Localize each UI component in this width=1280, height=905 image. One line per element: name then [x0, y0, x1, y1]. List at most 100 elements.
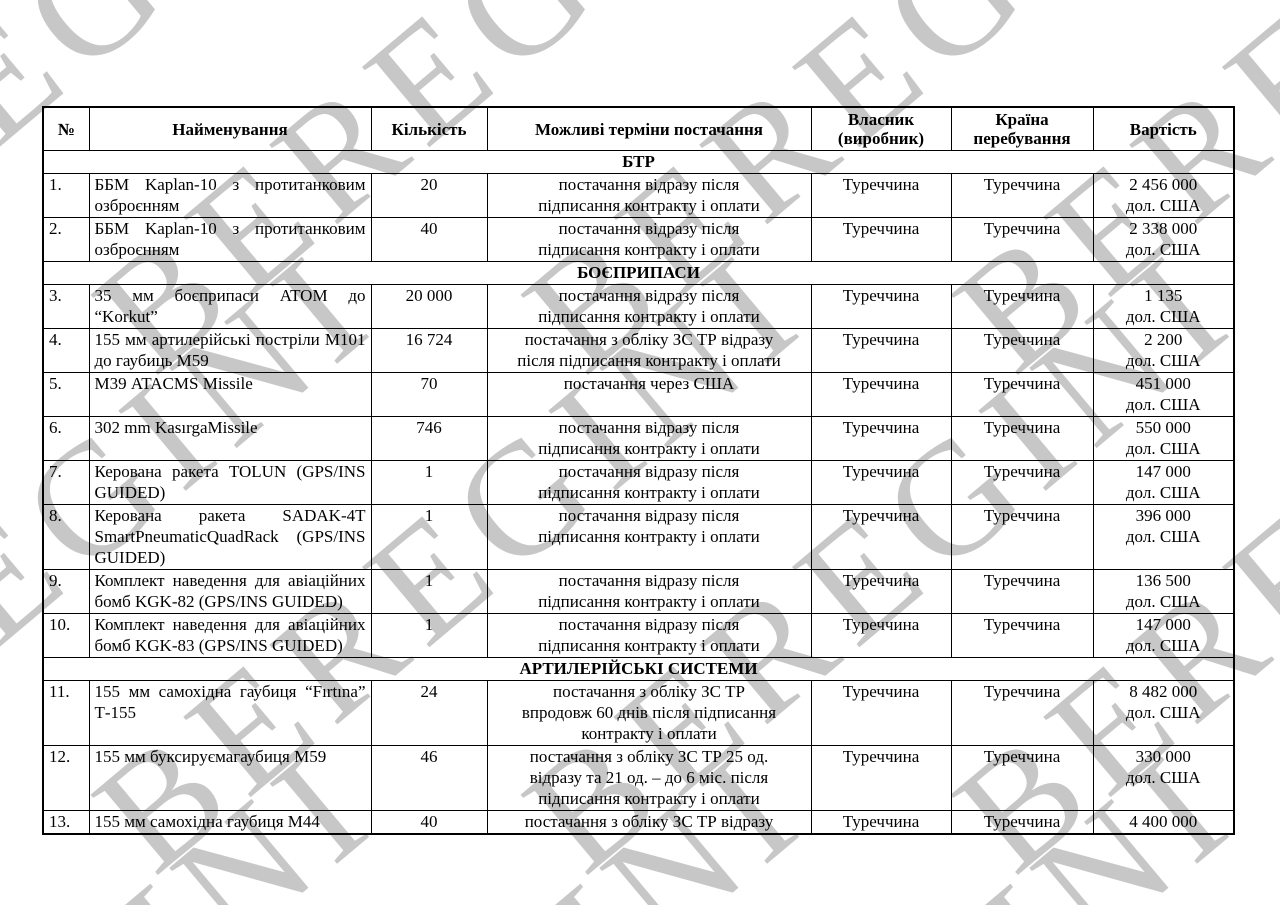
- cell-quantity: 20 000: [370, 284, 488, 329]
- cell-terms: постачання відразу після підписання конт…: [486, 504, 812, 570]
- section-title: БОЄПРИПАСИ: [42, 261, 1235, 285]
- cell-owner: Туреччина: [810, 569, 952, 614]
- cell-number: 7.: [42, 460, 90, 505]
- cell-number: 10.: [42, 613, 90, 658]
- cell-terms: постачання відразу після підписання конт…: [486, 460, 812, 505]
- cell-owner: Туреччина: [810, 504, 952, 570]
- cell-quantity: 746: [370, 416, 488, 461]
- cell-name: М39 ATACMS Missile: [88, 372, 372, 417]
- cell-cost: 136 500 дол. США: [1092, 569, 1235, 614]
- section-title: АРТИЛЕРІЙСЬКІ СИСТЕМИ: [42, 657, 1235, 681]
- cell-terms: постачання відразу після підписання конт…: [486, 569, 812, 614]
- table-row: 11. 155 мм самохідна гаубиця “Fırtına” Т…: [42, 680, 1235, 746]
- cell-owner: Туреччина: [810, 328, 952, 373]
- cell-terms: постачання відразу після підписання конт…: [486, 217, 812, 262]
- cell-country: Туреччина: [950, 217, 1094, 262]
- table-row: 6. 302 mm KasırgaMissile 746 постачання …: [42, 416, 1235, 461]
- cost-amount: 147 000: [1135, 462, 1191, 481]
- table-row: 5. М39 ATACMS Missile 70 постачання чере…: [42, 372, 1235, 417]
- cell-quantity: 20: [370, 173, 488, 218]
- cell-country: Туреччина: [950, 613, 1094, 658]
- cell-quantity: 16 724: [370, 328, 488, 373]
- cell-country: Туреччина: [950, 680, 1094, 746]
- cell-name: Комплект наведення для авіаційних бомб K…: [88, 569, 372, 614]
- cell-owner: Туреччина: [810, 810, 952, 835]
- cost-amount: 451 000: [1135, 374, 1191, 393]
- cell-number: 6.: [42, 416, 90, 461]
- cell-country: Туреччина: [950, 569, 1094, 614]
- cell-terms: постачання з обліку ЗС ТР відразу: [486, 810, 812, 835]
- cell-cost: 330 000 дол. США: [1092, 745, 1235, 811]
- cell-name: 155 мм самохідна гаубиця “Fırtına” Т-155: [88, 680, 372, 746]
- cell-terms: постачання відразу після підписання конт…: [486, 613, 812, 658]
- cost-amount: 550 000: [1135, 418, 1191, 437]
- cell-cost: 147 000 дол. США: [1092, 460, 1235, 505]
- cell-cost: 147 000 дол. США: [1092, 613, 1235, 658]
- cost-currency: дол. США: [1125, 703, 1201, 722]
- cost-amount: 2 456 000: [1129, 175, 1198, 194]
- cell-number: 3.: [42, 284, 90, 329]
- cell-country: Туреччина: [950, 460, 1094, 505]
- table-row: 3. 35 мм боєприпаси ATOM до “Korkut” 20 …: [42, 284, 1235, 329]
- cost-amount: 1 135: [1144, 286, 1183, 305]
- cost-amount: 147 000: [1135, 615, 1191, 634]
- cell-number: 4.: [42, 328, 90, 373]
- cell-owner: Туреччина: [810, 173, 952, 218]
- cell-cost: 8 482 000 дол. США: [1092, 680, 1235, 746]
- cost-currency: дол. США: [1125, 592, 1201, 611]
- cost-currency: дол. США: [1125, 307, 1201, 326]
- cell-name: ББМ Kaplan-10 з протитанковим озброєнням: [88, 173, 372, 218]
- table-header-row: № Найменування Кількість Можливі терміни…: [42, 106, 1235, 151]
- cell-owner: Туреччина: [810, 613, 952, 658]
- cost-currency: дол. США: [1125, 636, 1201, 655]
- cost-amount: 2 338 000: [1129, 219, 1198, 238]
- cost-currency: дол. США: [1125, 240, 1201, 259]
- cell-quantity: 40: [370, 810, 488, 835]
- cell-name: 302 mm KasırgaMissile: [88, 416, 372, 461]
- cost-amount: 330 000: [1135, 747, 1191, 766]
- section-title: БТР: [42, 150, 1235, 174]
- cell-owner: Туреччина: [810, 460, 952, 505]
- cell-quantity: 1: [370, 569, 488, 614]
- cell-quantity: 46: [370, 745, 488, 811]
- col-header-owner: Власник (виробник): [810, 106, 952, 151]
- cost-amount: 8 482 000: [1129, 682, 1198, 701]
- cell-number: 9.: [42, 569, 90, 614]
- table-row: 8. Керована ракета SADAK-4T SmartPneumat…: [42, 504, 1235, 570]
- cell-name: 35 мм боєприпаси ATOM до “Korkut”: [88, 284, 372, 329]
- cell-number: 12.: [42, 745, 90, 811]
- cost-currency: дол. США: [1125, 768, 1201, 787]
- cell-country: Туреччина: [950, 416, 1094, 461]
- cell-name: Комплект наведення для авіаційних бомб K…: [88, 613, 372, 658]
- cell-quantity: 24: [370, 680, 488, 746]
- cell-owner: Туреччина: [810, 416, 952, 461]
- cell-name: ББМ Kaplan-10 з протитанковим озброєнням: [88, 217, 372, 262]
- table-row: 9. Комплект наведення для авіаційних бом…: [42, 569, 1235, 614]
- col-header-country: Країна перебування: [950, 106, 1094, 151]
- section-row: БТР: [42, 150, 1235, 174]
- cost-amount: 396 000: [1135, 506, 1191, 525]
- cell-terms: постачання з обліку ЗС ТР впродовж 60 дн…: [486, 680, 812, 746]
- cell-cost: 2 456 000 дол. США: [1092, 173, 1235, 218]
- col-header-cost: Вартість: [1092, 106, 1235, 151]
- col-header-name: Найменування: [88, 106, 372, 151]
- cell-number: 2.: [42, 217, 90, 262]
- cell-country: Туреччина: [950, 173, 1094, 218]
- cell-quantity: 1: [370, 460, 488, 505]
- cost-amount: 2 200: [1144, 330, 1183, 349]
- cell-cost: 451 000 дол. США: [1092, 372, 1235, 417]
- cell-name: 155 мм артилерійські постріли М101 до га…: [88, 328, 372, 373]
- cell-quantity: 70: [370, 372, 488, 417]
- cell-cost: 550 000 дол. США: [1092, 416, 1235, 461]
- section-row: АРТИЛЕРІЙСЬКІ СИСТЕМИ: [42, 657, 1235, 681]
- cell-number: 1.: [42, 173, 90, 218]
- table-row: 4. 155 мм артилерійські постріли М101 до…: [42, 328, 1235, 373]
- cost-currency: дол. США: [1125, 196, 1201, 215]
- table-row: 13. 155 мм самохідна гаубиця М44 40 пост…: [42, 810, 1235, 835]
- cell-quantity: 1: [370, 504, 488, 570]
- cell-number: 11.: [42, 680, 90, 746]
- cell-country: Туреччина: [950, 284, 1094, 329]
- cost-amount: 136 500: [1135, 571, 1191, 590]
- cell-number: 5.: [42, 372, 90, 417]
- cell-owner: Туреччина: [810, 372, 952, 417]
